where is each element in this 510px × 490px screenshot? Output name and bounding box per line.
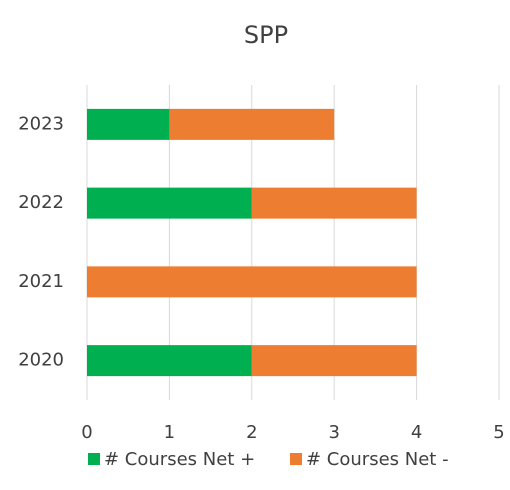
x-tick-label: 2 — [246, 422, 257, 443]
bar — [87, 187, 252, 219]
x-tick-label: 5 — [493, 422, 504, 443]
legend-swatch — [88, 453, 100, 465]
bar — [87, 345, 252, 377]
y-tick-label: 2020 — [18, 350, 64, 371]
bar — [87, 266, 417, 298]
legend-label: # Courses Net - — [306, 449, 449, 470]
y-tick-label: 2021 — [18, 271, 64, 292]
bar — [251, 187, 417, 219]
legend-swatch — [290, 453, 302, 465]
bar — [251, 345, 417, 377]
x-tick-label: 0 — [81, 422, 92, 443]
y-tick-label: 2022 — [18, 192, 64, 213]
chart-title: SPP — [244, 21, 288, 49]
x-tick-label: 3 — [328, 422, 339, 443]
bar — [169, 108, 335, 140]
x-tick-label: 1 — [164, 422, 175, 443]
x-tick-label: 4 — [411, 422, 422, 443]
y-tick-label: 2023 — [18, 113, 64, 134]
bar — [87, 108, 170, 140]
legend-label: # Courses Net + — [104, 449, 255, 470]
